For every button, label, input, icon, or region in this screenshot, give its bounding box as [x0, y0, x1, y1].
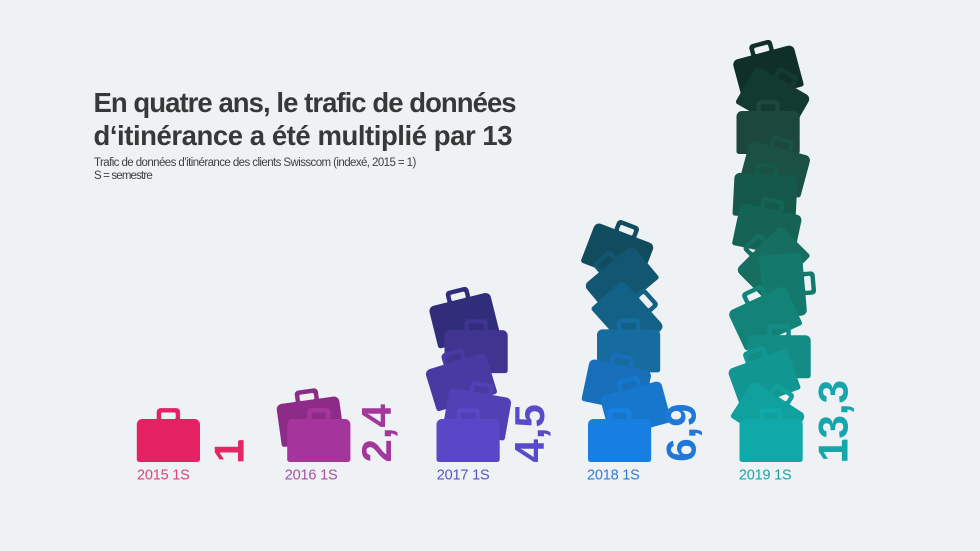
svg-text:2017 1S: 2017 1S: [437, 468, 490, 484]
svg-text:2019 1S: 2019 1S: [739, 468, 792, 484]
svg-text:2015 1S: 2015 1S: [137, 468, 190, 484]
svg-text:4,5: 4,5: [506, 404, 553, 462]
svg-text:13,3: 13,3: [810, 380, 857, 462]
svg-text:2016 1S: 2016 1S: [285, 468, 338, 484]
svg-text:6,9: 6,9: [657, 403, 704, 461]
svg-text:2018 1S: 2018 1S: [587, 468, 640, 484]
svg-text:2,4: 2,4: [353, 403, 400, 462]
svg-text:1: 1: [206, 439, 253, 462]
